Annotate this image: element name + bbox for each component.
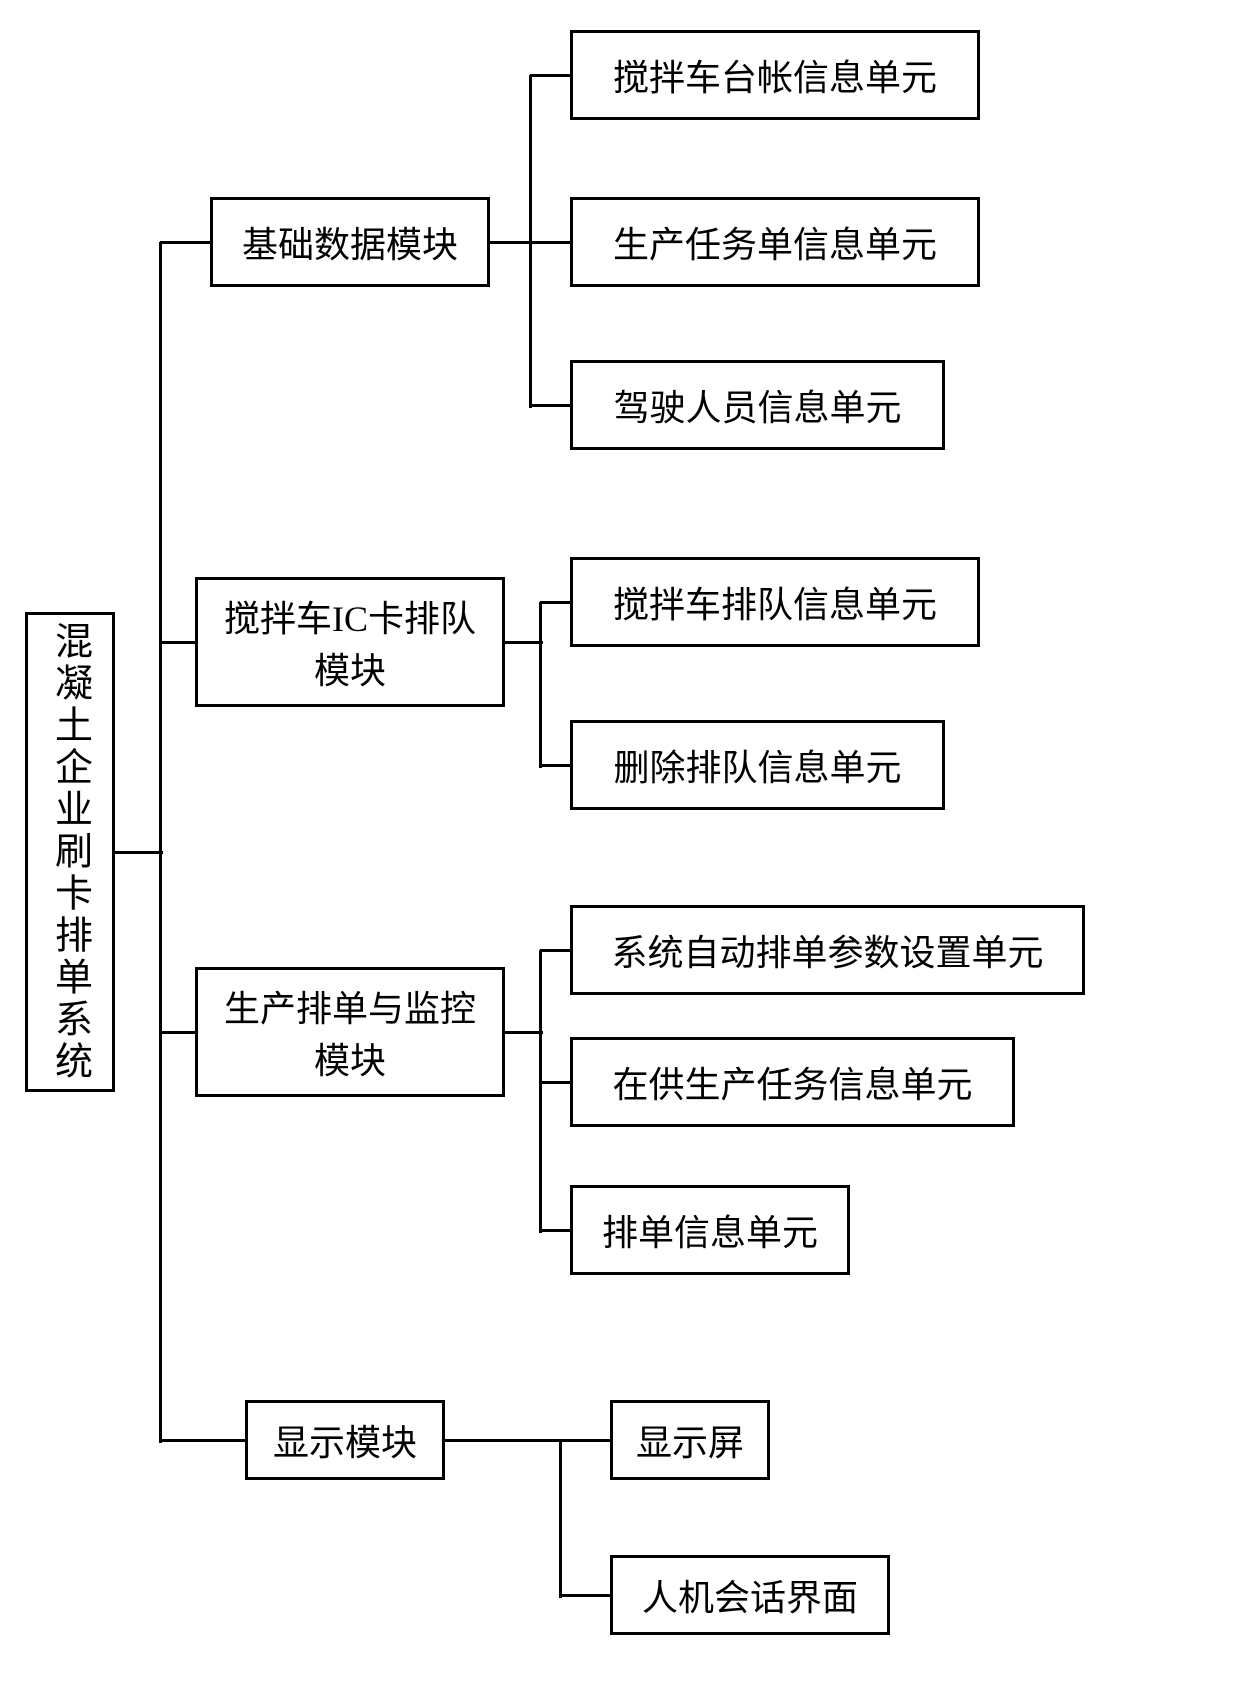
module-basic-data: 基础数据模块: [210, 197, 490, 287]
root-node: 混凝土企业刷卡排单系统: [25, 612, 115, 1092]
unit-driver-info: 驾驶人员信息单元: [570, 360, 945, 450]
unit-schedule-info-label: 排单信息单元: [602, 1204, 818, 1256]
unit-mixer-ledger: 搅拌车台帐信息单元: [570, 30, 980, 120]
unit-delete-queue: 删除排队信息单元: [570, 720, 945, 810]
unit-driver-info-label: 驾驶人员信息单元: [613, 379, 901, 431]
module-ic-queue: 搅拌车IC卡排队模块: [195, 577, 505, 707]
unit-hmi: 人机会话界面: [610, 1555, 890, 1635]
unit-hmi-label: 人机会话界面: [642, 1569, 858, 1621]
unit-mixer-queue-label: 搅拌车排队信息单元: [613, 576, 937, 628]
unit-schedule-info: 排单信息单元: [570, 1185, 850, 1275]
unit-auto-schedule-params: 系统自动排单参数设置单元: [570, 905, 1085, 995]
module-basic-data-label: 基础数据模块: [242, 216, 458, 268]
unit-supply-task: 在供生产任务信息单元: [570, 1037, 1015, 1127]
module-ic-queue-label: 搅拌车IC卡排队模块: [220, 590, 480, 694]
unit-production-task-label: 生产任务单信息单元: [613, 216, 937, 268]
unit-mixer-ledger-label: 搅拌车台帐信息单元: [613, 49, 937, 101]
module-scheduling-label: 生产排单与监控模块: [220, 980, 480, 1084]
root-label: 混凝土企业刷卡排单系统: [43, 621, 98, 1083]
module-scheduling: 生产排单与监控模块: [195, 967, 505, 1097]
module-display-label: 显示模块: [273, 1414, 417, 1466]
unit-auto-schedule-params-label: 系统自动排单参数设置单元: [611, 924, 1043, 976]
unit-production-task: 生产任务单信息单元: [570, 197, 980, 287]
unit-display-screen-label: 显示屏: [636, 1414, 744, 1466]
unit-delete-queue-label: 删除排队信息单元: [613, 739, 901, 791]
unit-mixer-queue: 搅拌车排队信息单元: [570, 557, 980, 647]
module-display: 显示模块: [245, 1400, 445, 1480]
unit-display-screen: 显示屏: [610, 1400, 770, 1480]
unit-supply-task-label: 在供生产任务信息单元: [612, 1056, 972, 1108]
